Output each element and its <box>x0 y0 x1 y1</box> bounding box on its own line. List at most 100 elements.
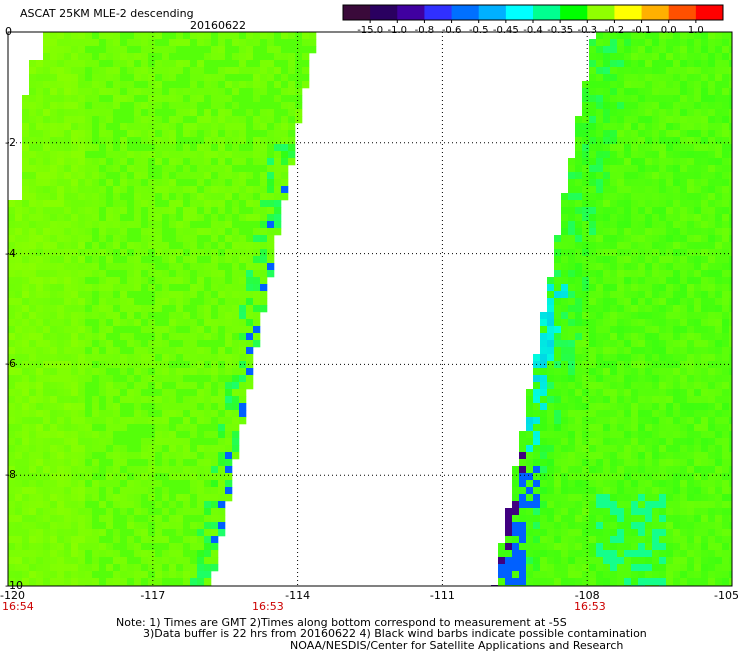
swath-pixel <box>260 67 268 75</box>
swath-pixel <box>113 256 121 264</box>
swath-pixel <box>673 32 681 40</box>
swath-pixel <box>162 382 170 390</box>
swath-pixel <box>645 102 653 110</box>
swath-pixel <box>246 207 254 215</box>
swath-pixel <box>673 494 681 502</box>
swath-pixel <box>610 53 618 61</box>
swath-pixel <box>638 389 646 397</box>
swath-pixel <box>8 228 16 236</box>
swath-pixel <box>169 165 177 173</box>
swath-pixel <box>50 242 58 250</box>
swath-pixel <box>43 144 51 152</box>
swath-pixel <box>715 95 723 103</box>
swath-pixel <box>610 389 618 397</box>
swath-pixel <box>540 396 548 404</box>
swath-pixel <box>190 396 198 404</box>
swath-pixel <box>127 403 135 411</box>
swath-pixel <box>260 263 268 271</box>
swath-pixel <box>617 438 625 446</box>
swath-pixel <box>176 123 184 131</box>
swath-pixel <box>722 179 730 187</box>
swath-pixel <box>99 249 107 257</box>
swath-pixel <box>589 319 597 327</box>
swath-pixel <box>533 452 541 460</box>
swath-pixel <box>15 270 23 278</box>
swath-pixel <box>288 144 296 152</box>
swath-pixel <box>85 186 93 194</box>
swath-pixel <box>701 46 709 54</box>
swath-pixel <box>29 172 37 180</box>
swath-pixel <box>715 410 723 418</box>
swath-pixel <box>540 543 548 551</box>
swath-pixel <box>127 151 135 159</box>
swath-pixel <box>155 529 163 537</box>
swath-pixel <box>50 158 58 166</box>
swath-pixel <box>155 445 163 453</box>
swath-pixel <box>645 172 653 180</box>
swath-pixel <box>624 375 632 383</box>
swath-pixel <box>120 431 128 439</box>
swath-pixel <box>694 424 702 432</box>
swath-pixel <box>134 417 142 425</box>
swath-pixel <box>554 466 562 474</box>
swath-pixel <box>680 396 688 404</box>
swath-pixel <box>659 207 667 215</box>
swath-pixel <box>638 410 646 418</box>
swath-pixel <box>673 452 681 460</box>
swath-pixel <box>267 270 275 278</box>
swath-pixel <box>652 221 660 229</box>
swath-pixel <box>85 445 93 453</box>
swath-pixel <box>155 466 163 474</box>
swath-pixel <box>260 291 268 299</box>
swath-pixel <box>225 228 233 236</box>
swath-pixel <box>673 424 681 432</box>
swath-pixel <box>92 515 100 523</box>
swath-pixel <box>78 347 86 355</box>
swath-pixel <box>78 571 86 579</box>
swath-pixel <box>211 137 219 145</box>
swath-pixel <box>568 291 576 299</box>
swath-pixel <box>687 235 695 243</box>
swath-pixel <box>22 515 30 523</box>
swath-pixel <box>673 354 681 362</box>
swath-pixel <box>50 67 58 75</box>
swath-pixel <box>169 508 177 516</box>
swath-pixel <box>267 158 275 166</box>
swath-pixel <box>43 354 51 362</box>
swath-pixel <box>638 291 646 299</box>
swath-pixel <box>722 32 730 40</box>
swath-pixel <box>568 256 576 264</box>
swath-pixel <box>540 459 548 467</box>
swath-pixel <box>113 410 121 418</box>
swath-pixel <box>225 424 233 432</box>
swath-pixel <box>547 543 555 551</box>
swath-pixel <box>36 193 44 201</box>
swath-pixel <box>148 340 156 348</box>
swath-pixel <box>246 67 254 75</box>
swath-pixel <box>78 32 86 40</box>
swath-pixel <box>666 340 674 348</box>
swath-pixel <box>617 95 625 103</box>
swath-pixel <box>92 410 100 418</box>
swath-pixel <box>64 410 72 418</box>
swath-pixel <box>680 480 688 488</box>
swath-pixel <box>596 151 604 159</box>
swath-pixel <box>722 480 730 488</box>
swath-pixel <box>596 445 604 453</box>
swath-pixel <box>666 46 674 54</box>
swath-pixel <box>162 424 170 432</box>
swath-pixel <box>708 67 716 75</box>
swath-pixel <box>64 109 72 117</box>
swath-pixel <box>729 466 733 474</box>
swath-pixel <box>169 186 177 194</box>
swath-pixel <box>554 515 562 523</box>
swath-pixel <box>533 564 541 572</box>
swath-pixel <box>211 417 219 425</box>
swath-pixel <box>659 354 667 362</box>
swath-pixel <box>176 200 184 208</box>
swath-pixel <box>624 487 632 495</box>
swath-pixel <box>568 564 576 572</box>
swath-pixel <box>218 130 226 138</box>
swath-pixel <box>638 39 646 47</box>
swath-pixel <box>78 424 86 432</box>
